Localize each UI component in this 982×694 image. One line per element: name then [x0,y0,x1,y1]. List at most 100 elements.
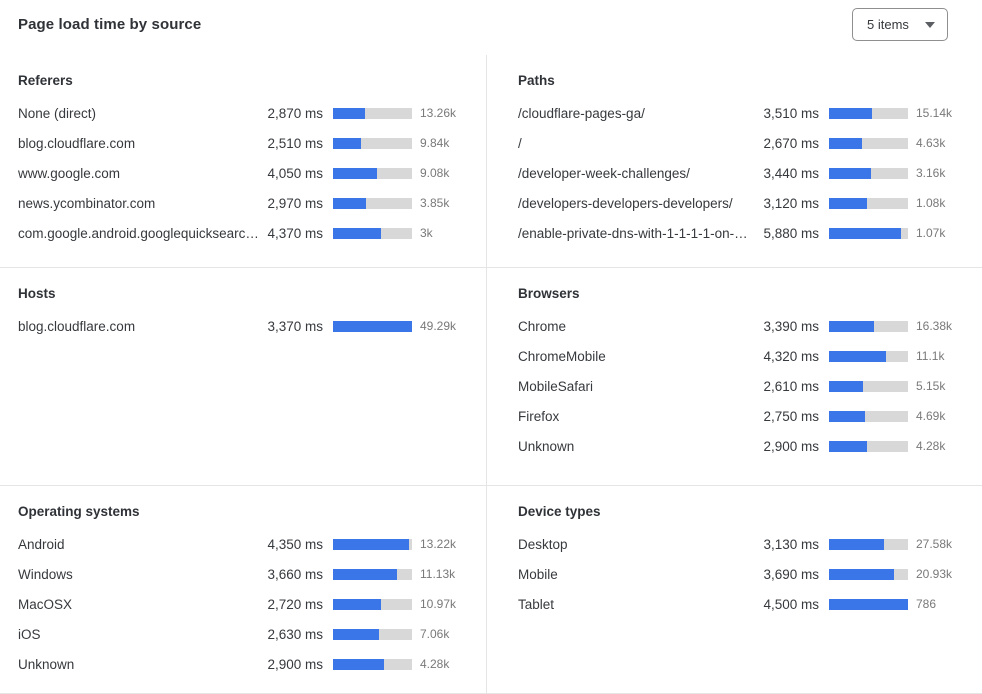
row-label: Unknown [18,656,75,672]
row-label: None (direct) [18,105,97,121]
breakdown-row[interactable]: Unknown 2,900 ms 4.28k [518,431,968,461]
row-bar [829,410,908,422]
breakdown-row[interactable]: MacOSX 2,720 ms 10.97k [18,589,472,619]
row-count: 15.14k [916,106,953,120]
breakdown-row[interactable]: /enable-private-dns-with-1-1-1-1-on-… 5,… [518,218,968,248]
breakdown-row[interactable]: Chrome 3,390 ms 16.38k [518,311,968,341]
breakdown-row[interactable]: blog.cloudflare.com 3,370 ms 49.29k [18,311,472,341]
breakdown-row[interactable]: Unknown 2,900 ms 4.28k [18,649,472,679]
row-label: Windows [18,566,73,582]
breakdown-row[interactable]: MobileSafari 2,610 ms 5.15k [518,371,968,401]
row-count: 7.06k [420,627,450,641]
row-count: 13.26k [420,106,457,120]
row-bar [829,167,908,179]
row-label: Mobile [518,566,558,582]
row-label: /developer-week-challenges/ [518,165,690,181]
row-bar [333,167,412,179]
row-load-time: 3,370 ms [267,318,323,334]
row-load-time: 5,880 ms [763,225,819,241]
row-count: 13.22k [420,537,457,551]
row-bar [829,227,908,239]
row-load-time: 2,720 ms [267,596,323,612]
breakdown-row[interactable]: com.google.android.googlequicksearc… 4,3… [18,218,472,248]
row-count: 11.1k [916,349,945,363]
row-bar [333,538,412,550]
panel-hosts: Hosts blog.cloudflare.com 3,370 ms 49.29… [0,267,486,485]
panel-title: Paths [518,73,555,88]
breakdown-row[interactable]: Mobile 3,690 ms 20.93k [518,559,968,589]
breakdown-row[interactable]: /cloudflare-pages-ga/ 3,510 ms 15.14k [518,98,968,128]
row-count: 11.13k [420,567,456,581]
row-load-time: 3,690 ms [763,566,819,582]
row-label: /enable-private-dns-with-1-1-1-1-on-… [518,225,748,241]
panel-rows: None (direct) 2,870 ms 13.26k blog.cloud… [18,98,472,248]
row-count: 4.63k [916,136,946,150]
row-label: Unknown [518,438,575,454]
row-load-time: 4,350 ms [267,536,323,552]
breakdown-row[interactable]: Firefox 2,750 ms 4.69k [518,401,968,431]
row-bar-fill [829,568,894,580]
row-load-time: 4,320 ms [763,348,819,364]
panel-title: Operating systems [18,504,140,519]
row-count: 3.16k [916,166,946,180]
row-bar [333,658,412,670]
row-bar [829,350,908,362]
panel-rows: blog.cloudflare.com 3,370 ms 49.29k [18,311,472,341]
breakdown-row[interactable]: Tablet 4,500 ms 786 [518,589,968,619]
row-label: MobileSafari [518,378,594,394]
breakdown-row[interactable]: ChromeMobile 4,320 ms 11.1k [518,341,968,371]
row-bar-fill [829,167,872,179]
row-label: Tablet [518,596,555,612]
row-bar-fill [333,197,366,209]
row-count: 49.29k [420,319,457,333]
row-bar-fill [333,167,378,179]
row-count: 20.93k [916,567,953,581]
row-load-time: 2,750 ms [763,408,819,424]
row-count: 5.15k [916,379,946,393]
breakdown-grid: Referers None (direct) 2,870 ms 13.26k b… [0,55,982,694]
row-bar [333,197,412,209]
row-load-time: 2,670 ms [763,135,819,151]
panel-title: Browsers [518,286,580,301]
row-bar [829,598,908,610]
row-count: 786 [916,597,937,611]
row-label: /cloudflare-pages-ga/ [518,105,645,121]
items-count-dropdown[interactable]: 5 items [852,8,948,41]
breakdown-row[interactable]: Windows 3,660 ms 11.13k [18,559,472,589]
row-load-time: 2,970 ms [267,195,323,211]
row-load-time: 4,370 ms [267,225,323,241]
row-bar-fill [829,410,866,422]
row-bar-fill [829,440,868,452]
breakdown-row[interactable]: news.ycombinator.com 2,970 ms 3.85k [18,188,472,218]
row-load-time: 4,050 ms [267,165,323,181]
row-bar-fill [333,658,384,670]
breakdown-row[interactable]: iOS 2,630 ms 7.06k [18,619,472,649]
row-bar [333,320,412,332]
row-bar-fill [829,350,886,362]
chevron-down-icon [925,21,935,28]
row-label: Chrome [518,318,567,334]
row-label: /developers-developers-developers/ [518,195,733,211]
row-label: Android [18,536,65,552]
breakdown-row[interactable]: /developers-developers-developers/ 3,120… [518,188,968,218]
breakdown-row[interactable]: Desktop 3,130 ms 27.58k [518,529,968,559]
breakdown-row[interactable]: None (direct) 2,870 ms 13.26k [18,98,472,128]
row-bar-fill [829,107,872,119]
row-count: 9.84k [420,136,450,150]
breakdown-row[interactable]: / 2,670 ms 4.63k [518,128,968,158]
breakdown-row[interactable]: blog.cloudflare.com 2,510 ms 9.84k [18,128,472,158]
row-load-time: 2,630 ms [267,626,323,642]
panel-rows: Android 4,350 ms 13.22k Windows 3,660 ms… [18,529,472,679]
breakdown-row[interactable]: Android 4,350 ms 13.22k [18,529,472,559]
row-load-time: 2,510 ms [267,135,323,151]
breakdown-row[interactable]: /developer-week-challenges/ 3,440 ms 3.1… [518,158,968,188]
panel-rows: Desktop 3,130 ms 27.58k Mobile 3,690 ms … [518,529,968,619]
row-label: com.google.android.googlequicksearc… [18,225,259,241]
page-title: Page load time by source [18,16,202,33]
panel-title: Hosts [18,286,56,301]
row-bar [333,227,412,239]
panel-rows: Chrome 3,390 ms 16.38k ChromeMobile 4,32… [518,311,968,461]
row-label: iOS [18,626,41,642]
breakdown-row[interactable]: www.google.com 4,050 ms 9.08k [18,158,472,188]
